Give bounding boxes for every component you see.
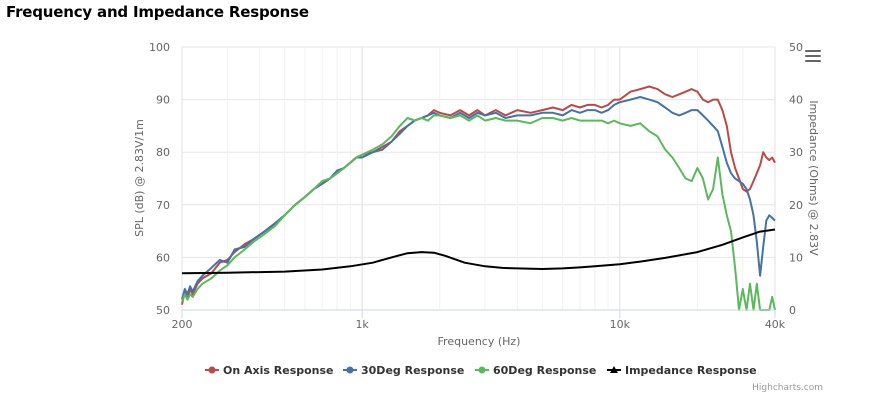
chart-title: Frequency and Impedance Response: [6, 3, 309, 21]
context-menu-icon[interactable]: [805, 50, 821, 64]
series-line-60deg-response: [181, 114, 776, 311]
y-left-tick-label: 50: [156, 304, 170, 317]
legend-label: On Axis Response: [223, 364, 334, 377]
credits[interactable]: Highcharts.com: [752, 383, 823, 393]
series-group: [181, 85, 776, 311]
legend-label: Impedance Response: [625, 364, 757, 377]
y-right-tick-label: 40: [789, 94, 803, 107]
x-tick-label: 10k: [610, 318, 631, 331]
legend-label: 60Deg Response: [493, 364, 596, 377]
legend-triangle-marker: [610, 366, 618, 373]
legend-circle-marker: [478, 366, 486, 374]
y-right-tick-label: 20: [789, 199, 803, 212]
legend-circle-marker: [346, 366, 354, 374]
y-left-tick-label: 60: [156, 251, 170, 264]
y-left-tick-label: 90: [156, 94, 170, 107]
y-axis-right-title: Impedance (Ohms) @ 2.83V: [807, 100, 820, 256]
y-right-tick-label: 0: [789, 304, 796, 317]
series-line-30deg-response: [181, 96, 776, 300]
y-right-tick-label: 50: [789, 41, 803, 54]
y-axis-left-title: SPL (dB) @ 2.83V/1m: [133, 119, 146, 237]
y-left-tick-label: 80: [156, 146, 170, 159]
legend-label: 30Deg Response: [361, 364, 464, 377]
y-right-tick-label: 10: [789, 251, 803, 264]
legend-item-on-axis-response[interactable]: On Axis Response: [205, 364, 334, 377]
legend-item-30deg-response[interactable]: 30Deg Response: [343, 364, 464, 377]
x-tick-label: 200: [172, 318, 193, 331]
x-tick-label: 1k: [355, 318, 369, 331]
legend-item-impedance-response[interactable]: Impedance Response: [607, 364, 757, 377]
y-left-tick-label: 70: [156, 199, 170, 212]
x-tick-label: 40k: [765, 318, 786, 331]
legend-item-60deg-response[interactable]: 60Deg Response: [475, 364, 596, 377]
series-line-impedance-response: [181, 228, 776, 275]
y-right-tick-label: 30: [789, 146, 803, 159]
x-axis-title: Frequency (Hz): [438, 335, 521, 348]
legend-circle-marker: [208, 366, 216, 374]
y-left-tick-label: 100: [149, 41, 170, 54]
legend: On Axis Response 30Deg Response 60Deg Resp…: [205, 364, 757, 377]
